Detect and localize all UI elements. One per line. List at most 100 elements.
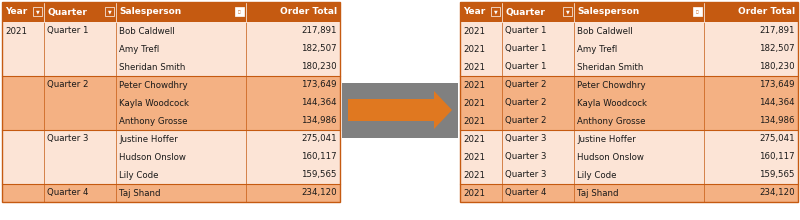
Text: 160,117: 160,117 <box>759 152 795 161</box>
Bar <box>574 58 704 76</box>
Bar <box>44 2 116 22</box>
Bar <box>574 2 704 22</box>
Bar <box>460 76 502 94</box>
Bar <box>44 22 116 40</box>
Bar <box>116 94 246 112</box>
Bar <box>2 76 44 94</box>
Bar <box>2 184 44 202</box>
Bar <box>44 184 116 202</box>
Text: Sheridan Smith: Sheridan Smith <box>119 62 186 72</box>
Bar <box>2 112 44 130</box>
Text: Year: Year <box>463 7 486 16</box>
Bar <box>235 7 244 16</box>
Bar <box>246 22 340 40</box>
Text: 180,230: 180,230 <box>759 62 795 72</box>
Bar <box>574 94 704 112</box>
Bar <box>2 40 44 58</box>
Bar <box>116 76 246 94</box>
Bar <box>502 76 574 94</box>
Text: Quarter 1: Quarter 1 <box>505 44 546 53</box>
Text: 173,649: 173,649 <box>759 81 795 90</box>
Text: Anthony Grosse: Anthony Grosse <box>119 117 187 125</box>
Text: Quarter 1: Quarter 1 <box>505 26 546 35</box>
Bar <box>502 130 574 148</box>
Text: Justine Hoffer: Justine Hoffer <box>577 134 636 143</box>
Text: Hudson Onslow: Hudson Onslow <box>119 152 186 161</box>
Text: 134,986: 134,986 <box>302 117 337 125</box>
Text: Taj Shand: Taj Shand <box>577 189 618 198</box>
Text: Peter Chowdhry: Peter Chowdhry <box>119 81 188 90</box>
Bar <box>704 148 798 166</box>
Text: Bob Caldwell: Bob Caldwell <box>577 26 633 35</box>
Text: 159,565: 159,565 <box>302 170 337 180</box>
Text: 180,230: 180,230 <box>302 62 337 72</box>
Text: Salesperson: Salesperson <box>119 7 182 16</box>
Text: ▼: ▼ <box>108 9 111 15</box>
Bar <box>574 148 704 166</box>
Bar <box>2 2 340 202</box>
Bar <box>116 58 246 76</box>
Text: Peter Chowdhry: Peter Chowdhry <box>577 81 646 90</box>
Bar <box>574 40 704 58</box>
Bar <box>460 112 502 130</box>
Bar <box>502 22 574 40</box>
Text: Kayla Woodcock: Kayla Woodcock <box>577 99 647 108</box>
Text: 2021: 2021 <box>5 26 27 35</box>
Text: 134,986: 134,986 <box>759 117 795 125</box>
Bar <box>44 94 116 112</box>
Bar <box>460 2 502 22</box>
Bar <box>246 2 340 22</box>
Bar <box>2 94 44 112</box>
Text: Lily Code: Lily Code <box>577 170 617 180</box>
Text: Quarter 3: Quarter 3 <box>505 152 546 161</box>
Bar <box>704 130 798 148</box>
Text: Amy Trefl: Amy Trefl <box>119 44 159 53</box>
Text: Quarter 4: Quarter 4 <box>47 189 89 198</box>
Text: Quarter 1: Quarter 1 <box>505 62 546 72</box>
Bar <box>116 166 246 184</box>
Bar <box>116 112 246 130</box>
Bar <box>246 130 340 148</box>
Bar <box>246 76 340 94</box>
Bar <box>116 22 246 40</box>
Bar <box>704 40 798 58</box>
Text: Quarter 3: Quarter 3 <box>47 134 89 143</box>
Text: ▼: ▼ <box>566 9 570 15</box>
Text: 2021: 2021 <box>463 62 485 72</box>
Bar <box>491 7 500 16</box>
Text: Hudson Onslow: Hudson Onslow <box>577 152 644 161</box>
Bar <box>246 166 340 184</box>
Bar <box>502 112 574 130</box>
Bar <box>704 112 798 130</box>
Text: 159,565: 159,565 <box>759 170 795 180</box>
Bar <box>246 184 340 202</box>
Text: Quarter: Quarter <box>505 7 545 16</box>
Text: Kayla Woodcock: Kayla Woodcock <box>119 99 189 108</box>
Text: Justine Hoffer: Justine Hoffer <box>119 134 178 143</box>
Text: 2021: 2021 <box>463 99 485 108</box>
Bar <box>704 58 798 76</box>
Bar <box>460 22 502 40</box>
Text: Quarter 1: Quarter 1 <box>47 26 89 35</box>
Bar <box>246 148 340 166</box>
Bar <box>116 2 246 22</box>
Text: Order Total: Order Total <box>280 7 337 16</box>
Bar <box>460 94 502 112</box>
Bar <box>44 58 116 76</box>
Text: Lily Code: Lily Code <box>119 170 158 180</box>
Bar <box>704 94 798 112</box>
Bar <box>693 7 702 16</box>
Bar <box>704 2 798 22</box>
Text: 160,117: 160,117 <box>302 152 337 161</box>
Bar <box>116 40 246 58</box>
Text: Anthony Grosse: Anthony Grosse <box>577 117 646 125</box>
Bar <box>460 148 502 166</box>
Bar <box>246 58 340 76</box>
Bar <box>246 40 340 58</box>
Bar <box>704 184 798 202</box>
Text: 217,891: 217,891 <box>302 26 337 35</box>
Bar <box>2 2 44 22</box>
Bar <box>44 40 116 58</box>
Bar <box>44 76 116 94</box>
Bar <box>704 166 798 184</box>
